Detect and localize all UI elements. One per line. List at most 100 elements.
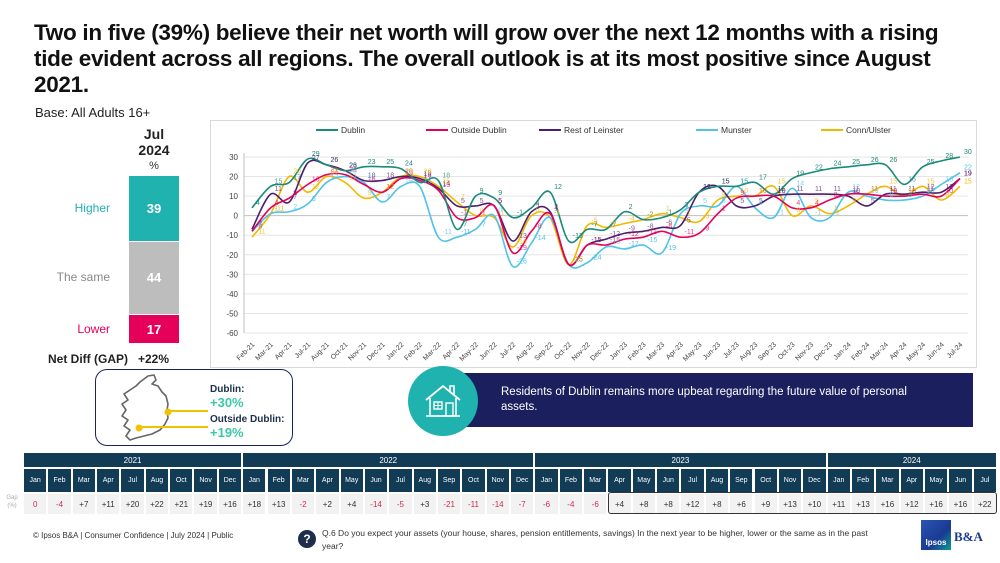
data-label: 9 [740,190,744,197]
data-label: 14 [796,180,804,187]
data-label: 4 [275,200,279,207]
gap-value: +9 [754,494,777,514]
month-header: Apr [608,469,631,492]
stacked-bar-header: Jul 2024 % [128,126,180,174]
month-header: Dec [803,469,826,492]
x-tick-label: Dec-22 [589,341,610,362]
data-label: -15 [591,237,601,244]
x-tick-label: Nov-23 [794,341,815,362]
data-label: 12 [386,184,394,191]
gap-value: +13 [267,494,290,514]
legend-label: Dublin [341,125,366,135]
data-label: 17 [293,174,301,181]
gap-value: +8 [705,494,729,514]
month-header: Oct [462,469,485,492]
data-label: 25 [927,159,935,166]
x-tick-label: Dec-21 [366,341,387,362]
x-tick-label: Mar-21 [254,341,275,362]
data-label: 9 [480,188,484,195]
data-label: 8 [889,192,893,199]
data-label: 2 [293,204,297,211]
gap-value: +12 [900,494,923,514]
bar-segment-label: The same [56,270,110,285]
data-label: -13 [573,233,583,240]
month-header: Jun [949,469,972,492]
data-label: 1 [275,206,279,213]
data-label: -5 [685,217,691,224]
data-label: 26 [871,157,879,164]
ba-logo: B&A [954,529,983,544]
data-label: 5 [759,198,763,205]
data-label: -26 [517,259,527,266]
x-tick-label: Jan-22 [385,341,405,361]
legend-item: Rest of Leinster [539,125,624,135]
y-tick-label: 30 [229,153,238,162]
data-label: 22 [964,165,972,172]
x-tick-label: Dec-23 [813,341,834,362]
gap-value: -7 [511,494,534,514]
data-label: -13 [517,233,527,240]
data-label: 1 [685,206,689,213]
y-tick-label: 10 [229,192,238,201]
data-label: 10 [778,188,786,195]
series-line-outside-dublin [251,172,961,267]
x-tick-label: Jun-23 [702,341,722,361]
net-diff-label: Net Diff (GAP) [48,352,128,366]
data-label: -11 [256,229,266,236]
data-label: 20 [331,169,339,176]
unit-label: % [149,160,159,172]
month-header: Feb [48,469,71,492]
data-label: 5 [498,198,502,205]
data-label: -6 [666,219,672,226]
data-label: -16 [517,239,527,246]
month-header: Oct [754,469,777,492]
gap-value: +8 [657,494,680,514]
data-label: -25 [573,257,583,264]
month-header: Mar [876,469,899,492]
data-label: 8 [722,192,726,199]
data-label: 11 [834,186,841,193]
data-label: 6 [312,196,316,203]
legend-swatch [821,129,843,131]
gap-value: +11 [97,494,120,514]
data-label: 5 [852,198,856,205]
x-tick-label: Feb-22 [403,341,424,362]
data-label: -1 [517,210,523,217]
data-label: 29 [312,151,320,158]
month-header: Aug [413,469,436,492]
gap-value: -14 [486,494,509,514]
data-label: -19 [666,245,676,252]
data-label: 15 [740,178,748,185]
data-label: 13 [442,182,450,189]
legend-swatch [426,129,448,131]
ireland-map-icon [121,374,172,441]
data-label: 15 [778,178,786,185]
month-header: Dec [218,469,242,492]
gap-value: +20 [121,494,144,514]
data-label: 26 [889,157,897,164]
gap-value: +16 [876,494,899,514]
gap-value: +7 [72,494,96,514]
legend-item: Outside Dublin [426,125,507,135]
x-tick-label: Nov-21 [347,341,368,362]
month-header: Jun [657,469,680,492]
data-label: 7 [293,194,297,201]
data-label: 5 [480,198,484,205]
data-label: -25 [573,257,583,264]
data-label: 20 [405,169,413,176]
data-label: -25 [573,257,583,264]
data-label: 18 [368,172,376,179]
data-label: -14 [535,235,545,242]
data-label: 11 [778,186,785,193]
ipsos-logo: Ipsos [921,520,951,550]
data-label: -12 [610,231,620,238]
data-label: 11 [871,186,878,193]
data-label: 20 [424,169,432,176]
y-tick-label: -40 [226,290,238,299]
month-header: Jul [389,469,412,492]
data-label: 5 [498,198,502,205]
data-label: 9 [368,190,372,197]
year-header: 2021 [24,453,242,467]
data-label: 5 [461,198,465,205]
bar-segment-the-same: 44 [129,241,179,315]
